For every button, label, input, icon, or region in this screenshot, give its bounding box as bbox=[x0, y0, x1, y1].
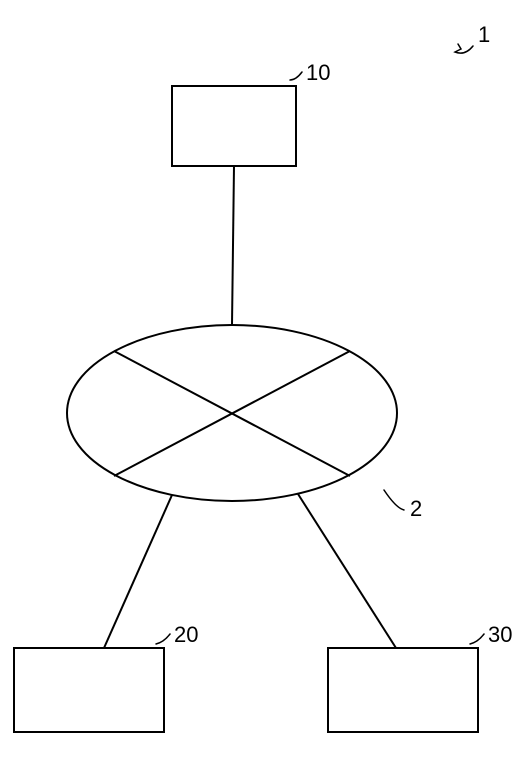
leader-overall bbox=[455, 44, 473, 53]
label-ellipse: 2 bbox=[410, 496, 422, 521]
label-overall: 1 bbox=[478, 22, 490, 47]
leader-top bbox=[290, 72, 302, 80]
box-right bbox=[328, 648, 478, 732]
connector-top bbox=[232, 166, 234, 325]
connector-left bbox=[104, 495, 172, 648]
label-right: 30 bbox=[488, 622, 512, 647]
connector-right bbox=[298, 494, 396, 648]
label-left: 20 bbox=[174, 622, 198, 647]
box-top bbox=[172, 86, 296, 166]
leader-ellipse bbox=[384, 490, 404, 510]
ellipse-node bbox=[67, 325, 397, 501]
leader-left bbox=[156, 634, 170, 644]
label-top: 10 bbox=[306, 60, 330, 85]
box-left bbox=[14, 648, 164, 732]
leader-right bbox=[470, 634, 484, 644]
